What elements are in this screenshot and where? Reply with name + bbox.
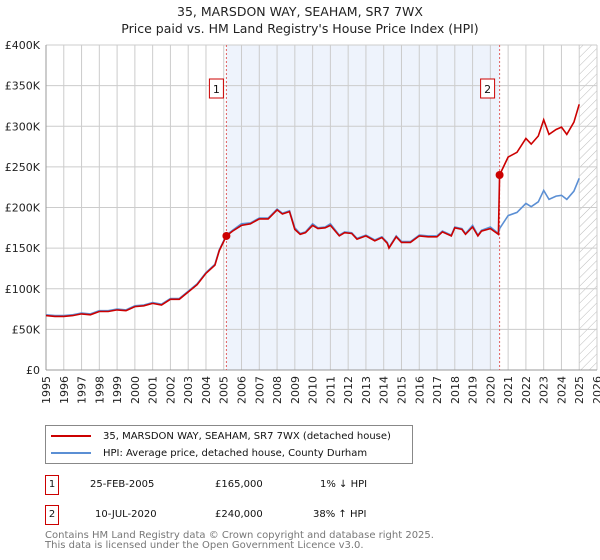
sale-hpi-diff: 38% ↑ HPI <box>313 509 367 520</box>
sale-label: 1 <box>213 83 220 96</box>
x-tick-label: 2024 <box>555 376 568 404</box>
sale-price: £165,000 <box>215 479 263 490</box>
x-tick-label: 2021 <box>502 376 515 404</box>
x-tick-label: 2019 <box>467 376 480 404</box>
x-tick-label: 2010 <box>307 376 320 404</box>
x-tick-label: 2023 <box>538 376 551 404</box>
footer-line-2: This data is licensed under the Open Gov… <box>45 540 364 551</box>
sale-hpi-diff: 1% ↓ HPI <box>320 479 368 490</box>
y-tick-label: £150K <box>5 242 41 255</box>
y-tick-label: £0 <box>26 364 40 377</box>
y-tick-label: £300K <box>5 120 41 133</box>
x-tick-label: 1999 <box>111 376 124 404</box>
x-tick-label: 2000 <box>129 376 142 404</box>
x-tick-label: 2004 <box>200 376 213 404</box>
legend-label: HPI: Average price, detached house, Coun… <box>103 447 368 459</box>
sale-badge: 1 <box>45 475 59 495</box>
sale-price: £240,000 <box>215 509 263 520</box>
sale-date: 25-FEB-2005 <box>90 479 155 490</box>
x-tick-label: 2026 <box>591 376 600 404</box>
y-tick-label: £100K <box>5 283 41 296</box>
chart-subtitle: Price paid vs. HM Land Registry's House … <box>121 21 479 36</box>
legend-item-hpi: HPI: Average price, detached house, Coun… <box>46 445 367 461</box>
legend-item-property: 35, MARSDON WAY, SEAHAM, SR7 7WX (detach… <box>46 428 391 444</box>
sale-point-1 <box>222 231 231 240</box>
sale-date: 10-JUL-2020 <box>95 509 157 520</box>
x-tick-label: 2016 <box>413 376 426 404</box>
sale-point-2 <box>495 171 504 179</box>
sale-row: 2 10-JUL-2020 £240,000 38% ↑ HPI <box>45 505 425 525</box>
sale-label-box <box>480 78 496 99</box>
legend: 35, MARSDON WAY, SEAHAM, SR7 7WX (detach… <box>45 425 413 464</box>
price-series-line <box>45 104 580 318</box>
y-tick-label: £50K <box>12 323 41 336</box>
sale-badge: 2 <box>45 505 59 525</box>
x-tick-label: 2008 <box>271 376 284 404</box>
x-tick-label: 2015 <box>395 376 408 404</box>
price-chart: 1995 1996 1997 1998 1999 2000 2001 2002 2003 2004… <box>5 39 600 404</box>
x-tick-label: 2002 <box>164 376 177 404</box>
footer: Contains HM Land Registry data © Crown c… <box>45 531 434 551</box>
x-tick-label: 2017 <box>431 376 444 404</box>
x-tick-label: 2013 <box>360 376 373 404</box>
x-tick-label: 1995 <box>40 376 53 404</box>
x-tick-label: 2003 <box>182 376 195 404</box>
footer-line-1: Contains HM Land Registry data © Crown c… <box>45 530 434 541</box>
x-tick-label: 1997 <box>76 376 89 404</box>
sale-label-box <box>208 78 224 99</box>
legend-label: 35, MARSDON WAY, SEAHAM, SR7 7WX (detach… <box>103 430 391 442</box>
x-tick-label: 2001 <box>147 376 160 404</box>
x-tick-label: 2022 <box>520 376 533 404</box>
x-tick-label: 2014 <box>378 376 391 404</box>
y-tick-label: £350K <box>5 80 41 93</box>
x-tick-label: 2005 <box>218 376 231 404</box>
sale-row: 1 25-FEB-2005 £165,000 1% ↓ HPI <box>45 475 425 495</box>
legend-swatch-blue <box>51 452 91 454</box>
x-tick-label: 1996 <box>58 376 71 404</box>
y-tick-label: £200K <box>5 202 41 215</box>
chart-title: 35, MARSDON WAY, SEAHAM, SR7 7WX <box>177 4 423 19</box>
y-tick-label: £400K <box>5 39 41 52</box>
x-tick-label: 2009 <box>289 376 302 404</box>
legend-swatch-red <box>51 435 91 437</box>
sale-label: 2 <box>484 83 491 96</box>
y-tick-label: £250K <box>5 161 41 174</box>
x-tick-label: 2006 <box>236 376 249 404</box>
x-tick-label: 2020 <box>484 376 497 404</box>
x-tick-label: 2018 <box>449 376 462 404</box>
x-tick-label: 2007 <box>253 376 266 404</box>
x-tick-label: 1998 <box>93 376 106 404</box>
x-tick-label: 2025 <box>573 376 586 404</box>
x-tick-label: 2011 <box>324 376 337 404</box>
x-tick-label: 2012 <box>342 376 355 404</box>
